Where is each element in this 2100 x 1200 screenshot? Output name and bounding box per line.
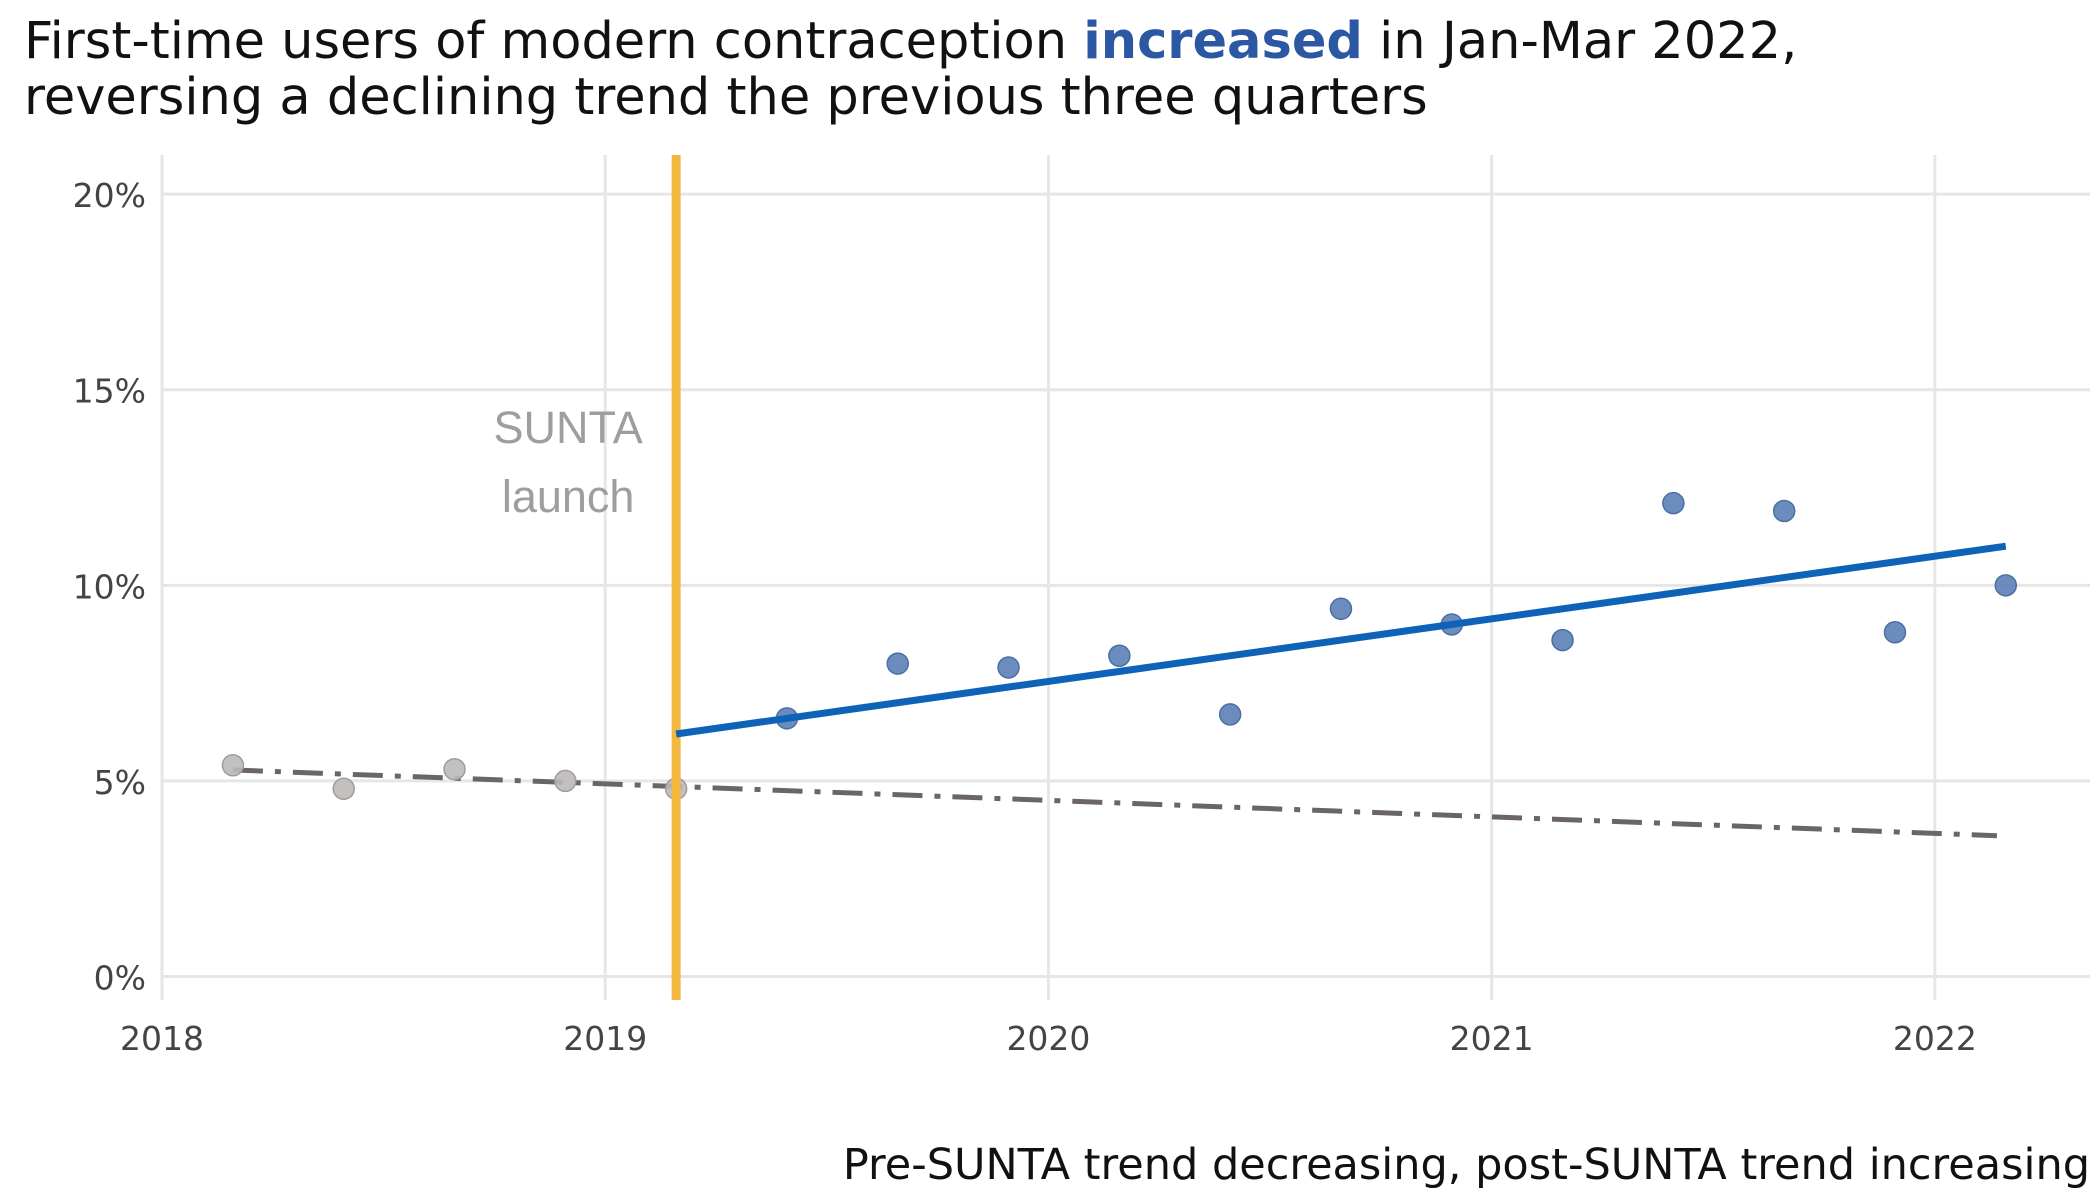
post-launch-point <box>1329 597 1353 621</box>
y-tick-label: 15% <box>73 372 146 411</box>
chart-caption: Pre-SUNTA trend decreasing, post-SUNTA t… <box>842 1140 2090 1190</box>
launch-label-line-1: SUNTA <box>494 402 643 453</box>
x-tick-label: 2022 <box>1893 1019 1977 1058</box>
pre-launch-point <box>554 769 577 793</box>
x-tick-label: 2018 <box>120 1019 204 1058</box>
pre-launch-point <box>443 757 466 781</box>
launch-label-line-2: launch <box>502 471 635 522</box>
title-line-1-start: First-time users of modern contraception <box>24 12 1084 71</box>
title-highlight: increased <box>1083 12 1363 71</box>
post-launch-point <box>1108 644 1131 667</box>
post-launch-point <box>1218 703 1242 726</box>
post-launch-point <box>886 652 909 675</box>
y-tick-label: 20% <box>73 176 146 215</box>
post-launch-point <box>1772 499 1796 523</box>
x-tick-label: 2019 <box>563 1019 647 1058</box>
post-launch-point <box>1662 491 1685 515</box>
post-launch-trend-line <box>675 542 2007 738</box>
post-launch-point <box>1994 574 2018 597</box>
x-tick-label: 2021 <box>1450 1019 1534 1058</box>
post-launch-point <box>997 656 1020 679</box>
title-line-2: reversing a declining trend the previous… <box>24 68 1428 127</box>
title-line-1: First-time users of modern contraception… <box>24 14 2084 70</box>
y-tick-label: 0% <box>94 959 146 998</box>
x-tick-label: 2020 <box>1006 1019 1090 1058</box>
title-line-1-end: in Jan-Mar 2022, <box>1362 12 1798 71</box>
pre-launch-point <box>221 754 245 777</box>
y-tick-label: 10% <box>73 567 146 606</box>
pre-launch-trend-line <box>232 767 1998 839</box>
y-tick-label: 5% <box>94 763 146 802</box>
chart-title: First-time users of modern contraception… <box>24 14 2084 126</box>
post-launch-point <box>1551 628 1574 652</box>
post-launch-point <box>1883 621 1907 644</box>
pre-launch-point <box>332 777 355 800</box>
